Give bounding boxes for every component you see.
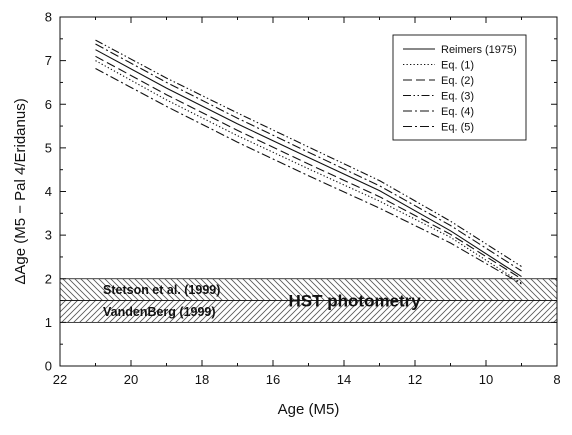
legend-label-3: Eq. (2) <box>441 75 474 87</box>
series-line-2 <box>95 60 522 284</box>
x-tick-label: 16 <box>266 372 280 387</box>
series-layer <box>95 39 522 285</box>
y-tick-label: 1 <box>45 315 52 330</box>
series-line-3 <box>95 55 522 280</box>
y-tick-label: 0 <box>45 359 52 374</box>
series-line-1 <box>95 49 522 278</box>
y-axis-label: ΔAge (M5 − Pal 4/Eridanus) <box>12 98 29 284</box>
y-tick-label: 2 <box>45 271 52 286</box>
band-label-1: Stetson et al. (1999) <box>103 283 220 297</box>
y-tick-label: 3 <box>45 228 52 243</box>
x-tick-label: 18 <box>195 372 209 387</box>
x-tick-label: 8 <box>553 372 560 387</box>
x-tick-label: 10 <box>479 372 493 387</box>
legend: Reimers (1975) Eq. (1) Eq. (2) Eq. (3) Eq. (… <box>392 34 527 141</box>
legend-box <box>392 34 527 141</box>
legend-label-5: Eq. (4) <box>441 106 474 118</box>
y-tick-label: 5 <box>45 140 52 155</box>
y-tick-label: 6 <box>45 97 52 112</box>
x-tick-label: 20 <box>124 372 138 387</box>
y-tick-label: 4 <box>45 184 52 199</box>
series-line-4 <box>95 39 522 267</box>
legend-label-4: Eq. (3) <box>441 91 474 103</box>
x-tick-label: 14 <box>337 372 351 387</box>
y-tick-label: 7 <box>45 53 52 68</box>
bands-layer: Stetson et al. (1999) VandenBerg (1999) <box>59 278 558 323</box>
y-tick-label: 8 <box>45 10 52 25</box>
legend-label-1: Reimers (1975) <box>441 44 517 56</box>
legend-label-2: Eq. (1) <box>441 60 474 72</box>
x-tick-label: 12 <box>408 372 422 387</box>
legend-label-6: Eq. (5) <box>441 122 474 134</box>
hst-photometry-annotation: HST photometry <box>289 292 422 311</box>
series-line-5 <box>95 68 522 285</box>
x-axis-label: Age (M5) <box>278 401 340 418</box>
x-tick-label: 22 <box>53 372 67 387</box>
band-label-2: VandenBerg (1999) <box>103 305 216 319</box>
series-line-6 <box>95 43 522 272</box>
